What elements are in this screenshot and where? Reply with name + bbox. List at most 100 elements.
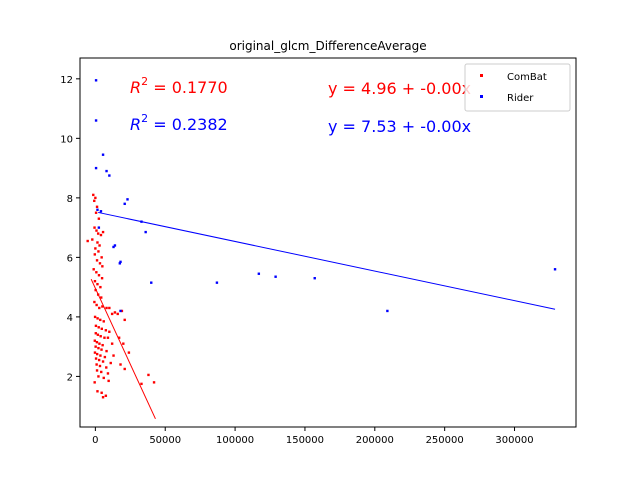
combat-point [102, 376, 105, 380]
y-tick-label: 10 [60, 134, 73, 145]
combat-point [97, 326, 100, 329]
rider-point [97, 226, 101, 229]
combat-point [127, 351, 131, 354]
rider-point [94, 79, 98, 82]
combat-point [93, 339, 97, 342]
combat-point [101, 360, 105, 363]
rider-point [386, 309, 389, 313]
combat-equation: y = 4.96 + -0.00x [328, 79, 471, 98]
combat-point [86, 239, 89, 243]
combat-point [94, 345, 97, 348]
rider-point [112, 245, 115, 249]
rider-point [150, 281, 153, 284]
combat-r2-annotation: R2 = 0.1770 [130, 75, 228, 97]
x-tick-label: 50000 [149, 435, 181, 446]
rider-r2-superscript: 2 [141, 112, 148, 125]
legend-box [464, 63, 571, 112]
combat-point [97, 250, 100, 253]
rider-fit-line [98, 211, 556, 310]
combat-point [101, 230, 105, 234]
combat-point [119, 363, 122, 366]
combat-point [93, 199, 96, 203]
rider-point [96, 208, 99, 211]
combat-point [105, 366, 108, 369]
rider-point [126, 198, 129, 201]
combat-point [97, 274, 101, 277]
combat-point [140, 382, 143, 386]
rider-point [94, 119, 98, 122]
rider-point [119, 260, 122, 264]
combat-point [109, 361, 112, 365]
combat-point [100, 277, 104, 280]
combat-point [101, 265, 104, 268]
combat-point [95, 352, 99, 356]
x-tick-label: 200000 [356, 435, 394, 446]
rider-point [257, 272, 261, 275]
combat-point [96, 282, 99, 286]
x-tick-label: 100000 [216, 435, 254, 446]
combat-point [97, 346, 100, 350]
combat-point [117, 336, 121, 339]
combat-point [95, 303, 98, 307]
combat-point [100, 348, 103, 351]
combat-point [93, 300, 96, 304]
combat-point [93, 351, 97, 354]
combat-point [120, 309, 124, 313]
axes-frame [79, 57, 577, 428]
legend-label-rider: Rider [507, 93, 534, 104]
combat-point [93, 381, 96, 384]
combat-point [100, 327, 103, 330]
combat-point [96, 232, 100, 235]
combat-point [107, 379, 110, 383]
rider-point [105, 169, 108, 173]
combat-point [101, 343, 104, 347]
y-tick-label: 6 [67, 253, 73, 264]
combat-point [98, 262, 102, 265]
combat-point [95, 205, 99, 208]
combat-point [105, 306, 108, 310]
combat-point [94, 332, 97, 335]
combat-point [110, 312, 114, 316]
combat-point [104, 394, 108, 397]
combat-point [122, 342, 125, 345]
combat-point [95, 340, 99, 344]
combat-point [100, 391, 103, 394]
rider-r2-symbol: R [130, 115, 141, 134]
rider-r2-value: = 0.2382 [148, 115, 228, 134]
combat-point [100, 256, 103, 259]
combat-point [99, 318, 102, 322]
combat-r2-symbol: R [130, 78, 141, 97]
combat-point [91, 238, 94, 241]
rider-point [99, 210, 103, 213]
combat-point [102, 320, 105, 323]
y-tick-label: 2 [67, 372, 73, 383]
rider-point [553, 268, 557, 271]
combat-point [93, 315, 97, 319]
combat-point [92, 193, 95, 197]
combat-point [106, 336, 110, 339]
combat-r2-value: = 0.1770 [148, 78, 228, 97]
combat-point [116, 312, 119, 316]
combat-point [95, 363, 98, 366]
combat-point [96, 333, 100, 336]
y-axis: 2 4 6 8 10 12 [60, 75, 80, 383]
x-tick-label: 0 [92, 435, 98, 446]
combat-point [99, 335, 102, 338]
combat-point [113, 311, 117, 314]
rider-point [101, 153, 105, 156]
rider-point [144, 230, 147, 234]
combat-point [100, 370, 103, 374]
combat-point [99, 354, 102, 357]
combat-point [95, 229, 98, 232]
legend-label-combat: ComBat [507, 72, 547, 83]
combat-r2-superscript: 2 [141, 75, 148, 88]
combat-point [147, 373, 150, 377]
y-tick-label: 12 [60, 75, 73, 86]
combat-point [123, 367, 126, 371]
combat-point [94, 196, 97, 200]
combat-point [99, 233, 103, 237]
y-tick-label: 8 [67, 194, 73, 205]
legend-marker-rider [480, 95, 483, 98]
combat-point [152, 381, 156, 384]
